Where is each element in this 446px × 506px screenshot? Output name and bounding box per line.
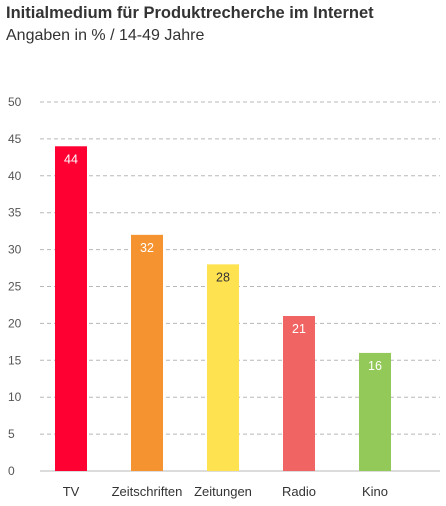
y-tick-label: 15 [8,353,22,367]
y-tick-label: 25 [8,280,22,294]
y-tick-label: 30 [8,243,22,257]
bar-zeitungen [207,264,239,471]
bar-radio [283,316,315,471]
y-tick-label: 5 [8,427,15,441]
x-category-label: Zeitschriften [112,484,183,499]
data-label: 21 [292,322,306,336]
bar-zeitschriften [131,234,163,471]
bar-kino [359,352,391,471]
data-label: 44 [64,152,78,166]
y-tick-label: 45 [8,132,22,146]
bar-tv [55,146,87,471]
x-category-label: TV [63,484,80,499]
x-category-label: Zeitungen [194,484,252,499]
data-label: 28 [216,270,230,284]
y-tick-label: 0 [8,464,15,478]
y-tick-label: 20 [8,316,22,330]
y-tick-label: 10 [8,390,22,404]
y-tick-label: 40 [8,169,22,183]
x-category-label: Radio [282,484,316,499]
y-tick-label: 50 [8,95,22,109]
data-label: 32 [140,241,154,255]
chart-subtitle: Angaben in % / 14-49 Jahre [6,27,205,44]
chart-title: Initialmedium für Produktrecherche im In… [6,4,374,22]
y-tick-label: 35 [8,206,22,220]
data-label: 16 [368,359,382,373]
x-category-label: Kino [362,484,388,499]
